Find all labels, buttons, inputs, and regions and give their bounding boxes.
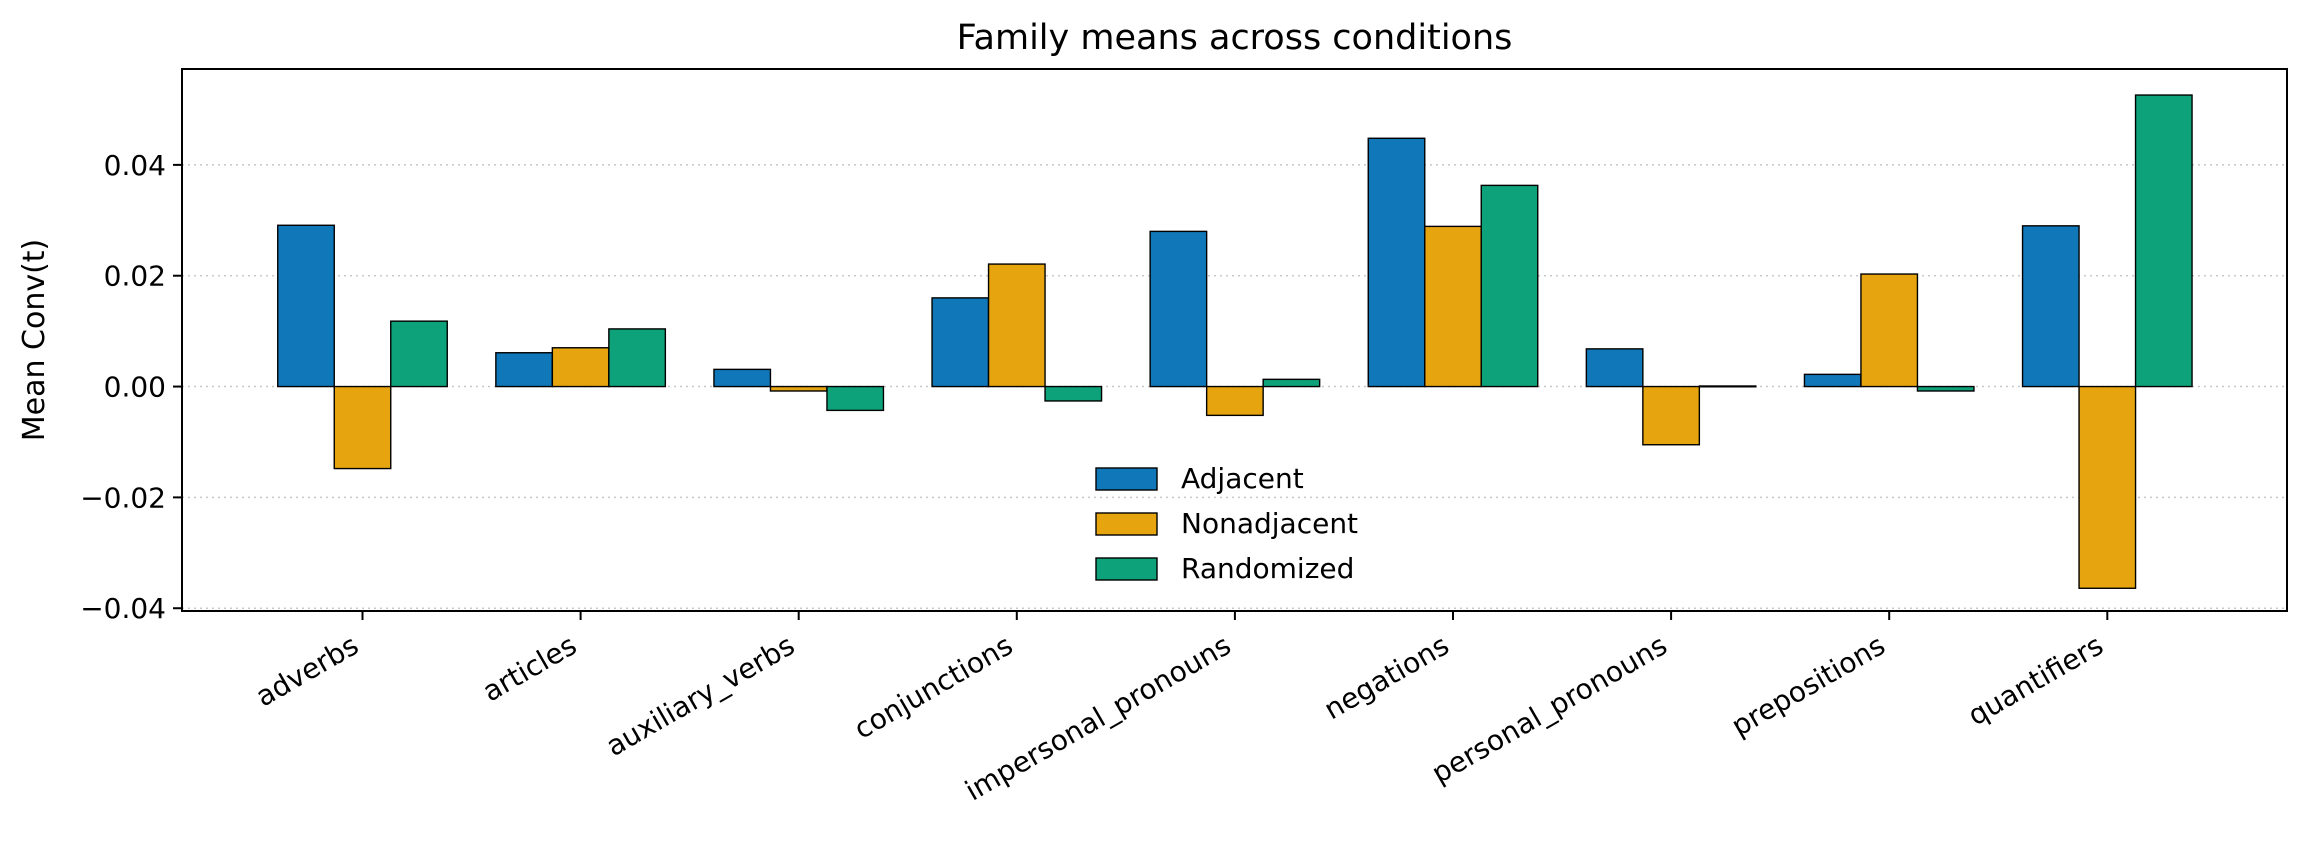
legend-label-adjacent: Adjacent (1181, 462, 1304, 495)
legend-swatch-nonadjacent (1095, 512, 1158, 536)
bar-nonadjacent-negations (1424, 225, 1482, 388)
bar-nonadjacent-articles (551, 347, 610, 388)
bar-adjacent-impersonal_pronouns (1149, 230, 1208, 388)
bar-adjacent-prepositions (1803, 373, 1862, 388)
legend-swatch-adjacent (1095, 467, 1158, 491)
bars (277, 94, 2193, 589)
x-tick-label-articles: articles (477, 628, 582, 708)
bar-adjacent-negations (1367, 137, 1426, 388)
bar-adjacent-articles (495, 352, 554, 388)
bar-randomized-impersonal_pronouns (1262, 378, 1321, 388)
bar-randomized-quantifiers (2134, 94, 2193, 388)
bar-nonadjacent-impersonal_pronouns (1205, 385, 1264, 417)
legend-swatch-randomized (1095, 557, 1158, 581)
bar-adjacent-quantifiers (2021, 225, 2080, 388)
bar-adjacent-auxiliary_verbs (713, 368, 772, 388)
legend-label-randomized: Randomized (1181, 552, 1354, 585)
bar-nonadjacent-adverbs (333, 385, 392, 470)
x-tick-label-prepositions: prepositions (1726, 628, 1891, 742)
bar-randomized-articles (608, 328, 667, 388)
chart-title: Family means across conditions (957, 18, 1513, 58)
x-tick-label-quantifiers: quantifiers (1962, 628, 2109, 732)
bar-adjacent-conjunctions (931, 297, 990, 388)
bar-nonadjacent-conjunctions (987, 263, 1046, 388)
y-tick-label: 0.04 (104, 149, 166, 182)
bar-randomized-prepositions (1916, 385, 1975, 392)
bar-randomized-negations (1480, 184, 1539, 388)
bar-adjacent-adverbs (277, 224, 335, 388)
x-tick-label-auxiliary_verbs: auxiliary_verbs (600, 628, 800, 762)
x-tick-label-personal_pronouns: personal_pronouns (1426, 628, 1673, 789)
bar-randomized-auxiliary_verbs (826, 385, 885, 412)
x-axis: adverbs articles auxiliary_verbs conjunctio… (250, 611, 2109, 807)
y-tick-label: −0.02 (80, 481, 166, 514)
y-axis: −0.04 −0.02 0.00 0.02 0.04 (80, 149, 182, 625)
y-tick-label: 0.02 (104, 260, 166, 293)
bar-randomized-adverbs (390, 320, 448, 388)
y-axis-label: Mean Conv(t) (17, 239, 52, 442)
bar-nonadjacent-quantifiers (2078, 385, 2137, 589)
bar-nonadjacent-auxiliary_verbs (769, 385, 828, 392)
y-tick-label: 0.00 (104, 371, 166, 404)
legend-label-nonadjacent: Nonadjacent (1181, 507, 1358, 540)
bar-nonadjacent-prepositions (1860, 273, 1919, 388)
x-tick-label-conjunctions: conjunctions (848, 628, 1018, 745)
bar-adjacent-personal_pronouns (1585, 348, 1644, 388)
bar-randomized-conjunctions (1044, 385, 1103, 402)
x-tick-label-adverbs: adverbs (250, 628, 364, 713)
bar-nonadjacent-personal_pronouns (1642, 385, 1701, 446)
y-tick-label: −0.04 (80, 592, 166, 625)
bar-randomized-personal_pronouns (1698, 385, 1757, 388)
x-tick-label-negations: negations (1318, 628, 1454, 726)
legend: Adjacent Nonadjacent Randomized (1095, 462, 1358, 585)
